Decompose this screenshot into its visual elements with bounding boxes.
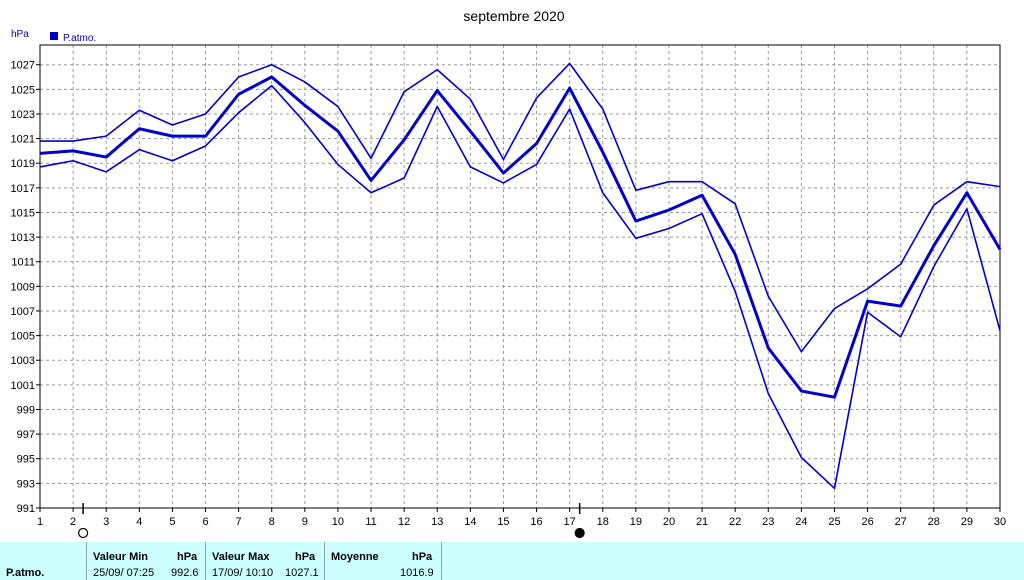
stats-separator — [86, 542, 87, 580]
stats-mean-header: Moyenne — [331, 551, 379, 563]
new-moon-icon — [78, 527, 89, 539]
y-tick-label: 1013 — [11, 232, 35, 244]
full-moon-icon — [574, 527, 585, 539]
x-tick-label: 3 — [103, 516, 109, 528]
x-tick-label: 2 — [70, 516, 76, 528]
x-tick-label: 1 — [37, 516, 43, 528]
x-tick-label: 8 — [269, 516, 275, 528]
stats-mean-cell: Moyenne hPa 1016.9 — [325, 542, 441, 580]
stats-row-label: P.atmo. — [6, 567, 45, 579]
x-tick-label: 30 — [994, 516, 1006, 528]
x-tick-label: 27 — [895, 516, 907, 528]
x-tick-label: 17 — [564, 516, 576, 528]
stats-separator — [205, 542, 206, 580]
x-tick-label: 9 — [302, 516, 308, 528]
y-ticks: 1027 1025 1023 1021 1019 1017 1015 1013 1011 1009… — [11, 60, 40, 515]
pressure-chart: septembre 2020 hPa P.atmo. 1027102510231… — [11, 8, 1006, 539]
x-tick-label: 20 — [663, 516, 675, 528]
y-tick-label: 1003 — [11, 355, 35, 367]
stats-min-cell: Valeur Min hPa 25/09/ 07:25 992.6 — [87, 542, 205, 580]
stats-max-unit: hPa — [295, 551, 316, 563]
x-tick-label: 22 — [729, 516, 741, 528]
x-tick-label: 28 — [928, 516, 940, 528]
stats-separator — [441, 542, 442, 580]
y-axis-label: hPa — [11, 29, 29, 40]
stats-min-unit: hPa — [177, 551, 198, 563]
x-tick-label: 7 — [236, 516, 242, 528]
stats-min-value: 992.6 — [171, 567, 199, 579]
legend-swatch — [50, 32, 58, 40]
stats-mean-value: 1016.9 — [400, 567, 434, 579]
x-tick-label: 25 — [828, 516, 840, 528]
y-tick-label: 1019 — [11, 158, 35, 170]
y-tick-label: 1021 — [11, 134, 35, 146]
x-tick-label: 14 — [464, 516, 476, 528]
chart-title: septembre 2020 — [463, 8, 564, 24]
grid — [40, 45, 1000, 508]
stats-max-date: 17/09/ 10:10 — [212, 567, 274, 579]
x-tick-label: 19 — [630, 516, 642, 528]
y-tick-label: 997 — [17, 429, 35, 441]
y-tick-label: 995 — [17, 454, 35, 466]
x-tick-label: 11 — [365, 516, 376, 528]
moon-markers — [78, 503, 585, 539]
y-tick-label: 1001 — [11, 380, 35, 392]
stats-min-date: 25/09/ 07:25 — [93, 567, 155, 579]
y-tick-label: 1005 — [11, 331, 35, 343]
y-tick-label: 991 — [17, 503, 35, 515]
x-tick-label: 21 — [696, 516, 708, 528]
y-tick-label: 993 — [17, 478, 35, 490]
x-tick-label: 10 — [332, 516, 344, 528]
y-tick-label: 1015 — [11, 207, 35, 219]
stats-min-header: Valeur Min — [93, 551, 149, 563]
y-tick-label: 1007 — [11, 306, 35, 318]
x-tick-label: 5 — [169, 516, 175, 528]
x-tick-label: 13 — [431, 516, 443, 528]
plot-area-frame — [39, 44, 1001, 509]
x-tick-label: 15 — [497, 516, 509, 528]
x-tick-label: 23 — [762, 516, 774, 528]
x-tick-label: 16 — [530, 516, 542, 528]
series-line-min — [39, 84, 1001, 490]
y-tick-label: 1023 — [11, 109, 35, 121]
y-tick-label: 1017 — [11, 183, 35, 195]
x-ticks: 1 2 3 4 5 6 7 8 9 10 11 12 13 14 15 16 17 18 19 20 21 22 23 24 2… — [37, 508, 1006, 528]
stats-max-cell: Valeur Max hPa 17/09/ 10:10 1027.1 — [206, 542, 324, 580]
stats-separator — [324, 542, 325, 580]
x-tick-label: 18 — [597, 516, 609, 528]
y-tick-label: 1025 — [11, 84, 35, 96]
series — [39, 62, 1002, 490]
x-tick-label: 4 — [136, 516, 142, 528]
y-tick-label: 1009 — [11, 281, 35, 293]
x-tick-label: 26 — [861, 516, 873, 528]
series-line-max — [40, 62, 1001, 353]
stats-max-header: Valeur Max — [212, 551, 270, 563]
stats-max-value: 1027.1 — [285, 567, 319, 579]
stats-mean-unit: hPa — [412, 551, 433, 563]
x-tick-label: 24 — [795, 516, 807, 528]
x-tick-label: 12 — [398, 516, 410, 528]
x-tick-label: 6 — [202, 516, 208, 528]
x-tick-label: 29 — [961, 516, 973, 528]
y-tick-label: 999 — [17, 404, 35, 416]
series-line-mean — [39, 75, 1002, 399]
stats-bar: P.atmo. Valeur Min hPa 25/09/ 07:25 992.… — [0, 542, 1024, 580]
y-tick-label: 1011 — [11, 257, 35, 269]
legend-label: P.atmo. — [63, 33, 96, 44]
y-tick-label: 1027 — [11, 60, 35, 72]
